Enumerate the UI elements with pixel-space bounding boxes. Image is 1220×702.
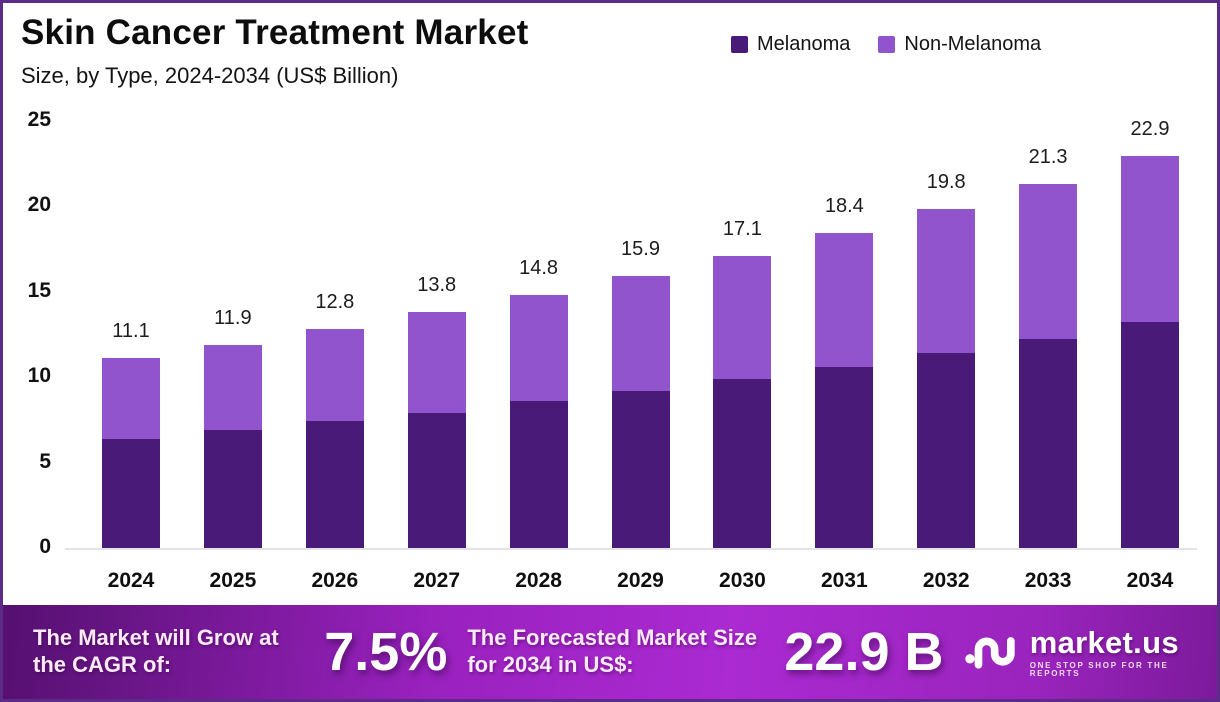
x-axis-line	[65, 548, 1197, 550]
page-subtitle: Size, by Type, 2024-2034 (US$ Billion)	[21, 63, 399, 88]
y-axis-tick-label: 5	[39, 449, 51, 473]
bar-total-label-2033: 21.3	[1028, 145, 1068, 168]
bar-segment-non-melanoma-2025	[203, 344, 262, 430]
bar-segment-melanoma-2028	[509, 400, 568, 548]
x-axis-label-2034: 2034	[1126, 569, 1174, 592]
x-axis-label-2031: 2031	[820, 569, 868, 592]
bar-segment-melanoma-2025	[203, 430, 262, 548]
bar-segment-melanoma-2030	[713, 378, 772, 548]
chart-area: 0 5 10 15 20 25 11.1 2024 11.9 2025 12.8 2026 13.8 20…	[3, 3, 1217, 699]
bar-total-label-2025: 11.9	[214, 306, 252, 329]
bottom-banner: The Market will Grow at the CAGR of: 7.5…	[3, 605, 1217, 699]
x-axis-label-2033: 2033	[1024, 569, 1072, 592]
bar-total-label-2028: 14.8	[519, 256, 559, 279]
bar-segment-non-melanoma-2024	[102, 358, 160, 439]
bar-segment-non-melanoma-2032	[917, 209, 976, 354]
y-axis-tick-label: 10	[27, 364, 51, 387]
x-axis-label-2026: 2026	[311, 569, 359, 592]
y-axis-tick-label: 25	[27, 107, 51, 131]
bar-segment-non-melanoma-2031	[815, 233, 874, 367]
bar-segment-melanoma-2027	[407, 412, 466, 548]
bar-segment-melanoma-2032	[917, 353, 976, 548]
cagr-value: 7.5%	[324, 622, 448, 682]
market-us-logo: market.us ONE STOP SHOP FOR THE REPORTS	[964, 627, 1218, 678]
non-melanoma-swatch-icon	[878, 36, 896, 53]
bar-segment-non-melanoma-2028	[509, 294, 568, 401]
y-axis-tick-label: 15	[27, 278, 51, 302]
forecast-value: 22.9 B	[784, 622, 944, 682]
y-axis-tick-label: 20	[27, 193, 51, 216]
page-title: Skin Cancer Treatment Market	[21, 13, 529, 52]
bar-total-label-2027: 13.8	[417, 274, 457, 297]
bar-segment-non-melanoma-2026	[305, 329, 364, 422]
bar-segment-melanoma-2024	[102, 438, 160, 548]
bar-total-label-2024: 11.1	[112, 320, 150, 343]
x-axis-label-2028: 2028	[515, 569, 562, 592]
x-axis-label-2025: 2025	[209, 569, 257, 592]
bar-segment-non-melanoma-2033	[1019, 183, 1078, 340]
bar-segment-non-melanoma-2034	[1121, 156, 1179, 323]
bar-segment-non-melanoma-2030	[713, 255, 772, 379]
y-axis-tick-label: 0	[39, 535, 51, 558]
legend-item-melanoma: Melanoma	[731, 33, 850, 56]
logo-tagline: ONE STOP SHOP FOR THE REPORTS	[1029, 660, 1169, 678]
legend-label-melanoma: Melanoma	[757, 33, 851, 55]
x-axis-label-2027: 2027	[413, 569, 461, 592]
bar-segment-melanoma-2029	[611, 390, 670, 548]
bar-total-label-2031: 18.4	[824, 195, 864, 218]
bar-segment-melanoma-2026	[305, 421, 364, 548]
cagr-label: The Market will Grow at the CAGR of:	[33, 625, 279, 677]
bar-total-label-2026: 12.8	[315, 291, 355, 314]
logo-text-block: market.us ONE STOP SHOP FOR THE REPORTS	[1030, 627, 1217, 678]
x-axis-label-2030: 2030	[719, 569, 766, 592]
bar-total-label-2034: 22.9	[1130, 118, 1170, 141]
legend-label-non-melanoma: Non-Melanoma	[904, 33, 1042, 55]
bar-total-label-2030: 17.1	[722, 217, 762, 240]
bar-total-label-2029: 15.9	[621, 238, 660, 261]
bar-segment-melanoma-2033	[1019, 339, 1078, 548]
x-axis-label-2029: 2029	[617, 569, 664, 592]
logo-name: market.us	[1029, 624, 1179, 660]
bar-segment-melanoma-2034	[1121, 322, 1179, 548]
bar-segment-non-melanoma-2027	[407, 312, 466, 413]
x-axis-label-2024: 2024	[107, 569, 155, 592]
melanoma-swatch-icon	[731, 36, 748, 53]
bar-segment-melanoma-2031	[815, 366, 874, 548]
market-us-logo-icon	[964, 637, 1015, 669]
x-axis-label-2032: 2032	[922, 569, 970, 592]
bar-total-label-2032: 19.8	[926, 171, 966, 194]
chart-legend: Melanoma Non-Melanoma	[731, 33, 1041, 56]
legend-item-non-melanoma: Non-Melanoma	[878, 33, 1041, 56]
forecast-label: The Forecasted Market Size for 2034 in U…	[467, 625, 758, 677]
bar-segment-non-melanoma-2029	[611, 276, 670, 391]
